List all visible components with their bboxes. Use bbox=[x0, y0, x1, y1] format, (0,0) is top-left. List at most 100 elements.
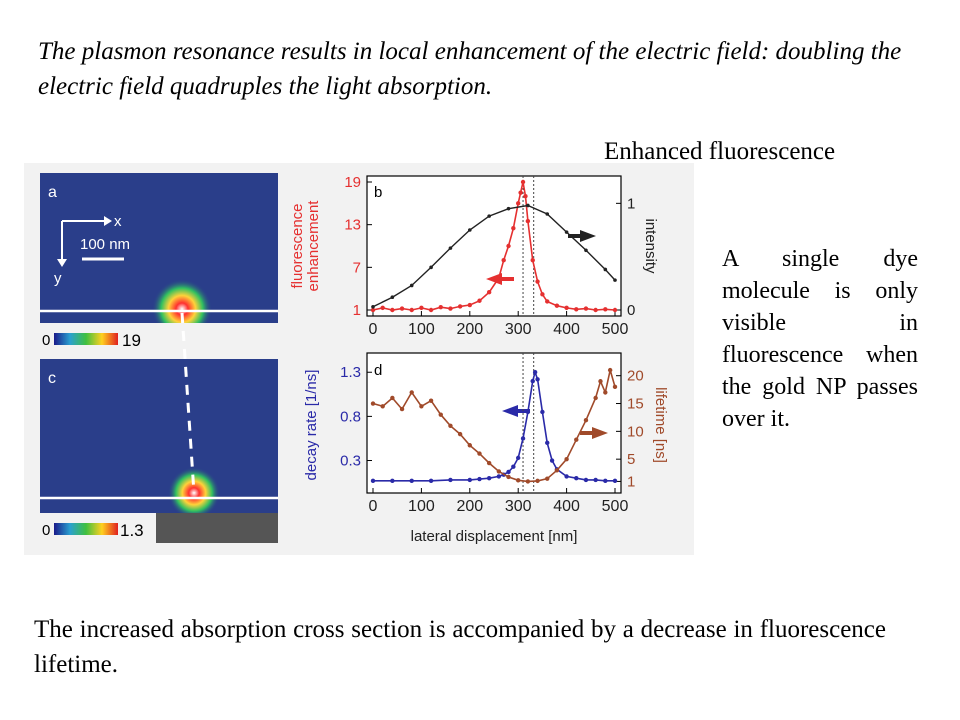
data-point bbox=[564, 474, 569, 479]
panel-c-colorbar-max: 1.3 bbox=[120, 521, 144, 540]
data-point bbox=[520, 436, 526, 441]
y-right-tick-label: 5 bbox=[627, 451, 635, 468]
data-point bbox=[583, 418, 589, 423]
data-point bbox=[612, 307, 618, 313]
data-point bbox=[501, 258, 506, 263]
data-point bbox=[390, 307, 395, 313]
data-point bbox=[428, 398, 434, 403]
data-point bbox=[496, 469, 502, 474]
data-point bbox=[525, 218, 531, 224]
data-point bbox=[603, 267, 608, 272]
panel-b-right-arrow bbox=[568, 230, 596, 242]
data-point bbox=[477, 476, 482, 482]
data-point bbox=[506, 469, 511, 475]
data-point bbox=[530, 378, 535, 384]
data-point bbox=[448, 306, 453, 311]
x-tick-label: 300 bbox=[505, 498, 532, 515]
panel-c-dark-strip bbox=[156, 513, 278, 543]
np-path-dashed bbox=[180, 312, 196, 494]
panel-d-left-arrow bbox=[502, 405, 530, 417]
y-right-tick-label: 10 bbox=[627, 423, 644, 440]
data-point bbox=[593, 395, 598, 401]
data-point bbox=[574, 475, 579, 481]
panel-a-colorbar-max: 19 bbox=[122, 331, 141, 350]
data-point bbox=[467, 443, 472, 448]
data-point bbox=[516, 455, 521, 461]
data-point bbox=[370, 307, 376, 313]
data-point bbox=[438, 412, 443, 417]
y-right-tick-label: 1 bbox=[627, 473, 635, 490]
panel-d-xlabel: lateral displacement [nm] bbox=[411, 528, 578, 545]
data-point bbox=[477, 451, 482, 456]
panel-a-colorbar-min: 0 bbox=[42, 332, 50, 349]
data-point bbox=[467, 477, 472, 483]
data-point bbox=[506, 243, 511, 249]
data-point bbox=[486, 475, 492, 481]
data-point bbox=[457, 304, 463, 309]
y-left-tick-label: 1 bbox=[353, 302, 361, 319]
data-point bbox=[390, 395, 395, 401]
x-tick-label: 100 bbox=[408, 321, 435, 338]
y-left-tick-label: 19 bbox=[344, 174, 361, 191]
data-point bbox=[409, 283, 414, 288]
panel-d-label: d bbox=[374, 362, 382, 379]
data-point bbox=[516, 201, 521, 206]
data-point bbox=[598, 379, 603, 384]
series-0-1-line bbox=[372, 204, 616, 308]
panel-c-colorbar-min: 0 bbox=[42, 522, 50, 539]
data-point bbox=[554, 303, 560, 308]
data-point bbox=[603, 390, 608, 395]
panel-d-ylabel-right: lifetime [ns] bbox=[652, 387, 669, 463]
y-left-tick-label: 1.3 bbox=[340, 364, 361, 381]
data-point bbox=[409, 307, 414, 313]
data-point bbox=[468, 228, 472, 232]
data-point bbox=[506, 206, 511, 211]
data-point bbox=[526, 203, 530, 208]
data-point bbox=[532, 370, 538, 375]
data-point bbox=[390, 478, 395, 484]
data-point bbox=[496, 474, 502, 479]
data-point bbox=[487, 214, 491, 218]
x-arrow-head bbox=[104, 216, 112, 226]
data-point bbox=[370, 401, 376, 406]
data-point bbox=[574, 307, 579, 312]
data-point bbox=[399, 406, 405, 412]
data-point bbox=[545, 476, 550, 481]
data-point bbox=[438, 304, 443, 310]
data-point bbox=[496, 275, 502, 281]
data-point bbox=[370, 478, 376, 484]
data-point bbox=[583, 306, 589, 311]
data-point bbox=[545, 299, 550, 304]
panel-a-label: a bbox=[48, 184, 57, 201]
x-tick-label: 400 bbox=[553, 321, 580, 338]
x-tick-label: 100 bbox=[408, 498, 435, 515]
y-right-tick-label: 15 bbox=[627, 396, 644, 413]
y-axis-label: y bbox=[54, 270, 62, 287]
y-right-tick-label: 0 bbox=[627, 302, 635, 319]
data-point bbox=[409, 478, 414, 484]
data-point bbox=[419, 305, 424, 311]
panel-b-ylabel-left-2: enhancement bbox=[305, 200, 322, 292]
data-point bbox=[564, 456, 569, 462]
data-point bbox=[535, 478, 540, 484]
data-point bbox=[399, 306, 405, 311]
data-point bbox=[520, 179, 526, 185]
data-point bbox=[545, 212, 550, 216]
data-point bbox=[530, 258, 535, 263]
y-left-tick-label: 7 bbox=[353, 259, 361, 276]
panel-b-ylabel-left-1: fluorescence bbox=[289, 203, 306, 288]
data-point bbox=[574, 437, 579, 442]
figure-svg: a x y 100 nm 0 19 c 0 1.3 b d fluorescen… bbox=[40, 173, 669, 545]
data-point bbox=[467, 302, 472, 308]
data-point bbox=[607, 367, 613, 373]
panel-b-ylabel-right: intensity bbox=[642, 218, 659, 274]
x-tick-label: 500 bbox=[602, 321, 629, 338]
series-1-1-line bbox=[372, 369, 616, 483]
data-point bbox=[448, 246, 453, 250]
data-point bbox=[511, 464, 516, 469]
panel-b-label: b bbox=[374, 184, 382, 201]
data-point bbox=[457, 431, 463, 437]
y-right-tick-label: 1 bbox=[627, 195, 635, 212]
callout-label: Enhanced fluorescence bbox=[604, 138, 836, 165]
data-point bbox=[564, 230, 569, 234]
